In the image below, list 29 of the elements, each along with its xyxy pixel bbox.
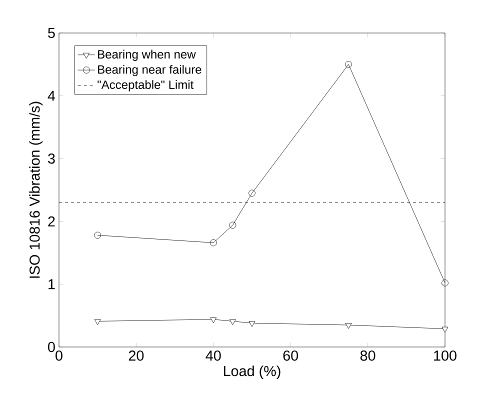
y-tick-label: 5 (48, 28, 55, 38)
point (248, 321, 256, 327)
x-tick-label: 0 (56, 350, 62, 361)
y-tick-label: 1 (48, 279, 55, 290)
point (94, 319, 101, 325)
point (442, 280, 448, 286)
point (210, 239, 217, 246)
point (210, 317, 217, 324)
x-tick-label: 40 (206, 350, 221, 361)
y-axis-title: ISO 10816 Vibration (mm/s) (29, 102, 43, 278)
x-tick-label: 20 (128, 350, 144, 361)
legend-label: "Acceptable" Limit (98, 80, 194, 92)
x-tick-label: 60 (283, 350, 298, 361)
point (442, 326, 448, 332)
point (248, 190, 256, 197)
point (345, 323, 352, 329)
point (94, 232, 101, 239)
y-tick-label: 0 (48, 342, 55, 352)
point (345, 61, 352, 68)
legend-label: Bearing near failure (98, 64, 202, 76)
point (229, 319, 236, 325)
x-axis-title: Load (%) (224, 366, 280, 380)
point (229, 222, 236, 229)
x-tick-label: 80 (360, 350, 376, 361)
x-tick-label: 100 (434, 350, 456, 361)
y-tick-label: 3 (48, 154, 55, 164)
y-tick-label: 4 (48, 90, 56, 101)
legend-label: Bearing when new (98, 50, 196, 61)
y-tick-label: 2 (48, 216, 55, 226)
